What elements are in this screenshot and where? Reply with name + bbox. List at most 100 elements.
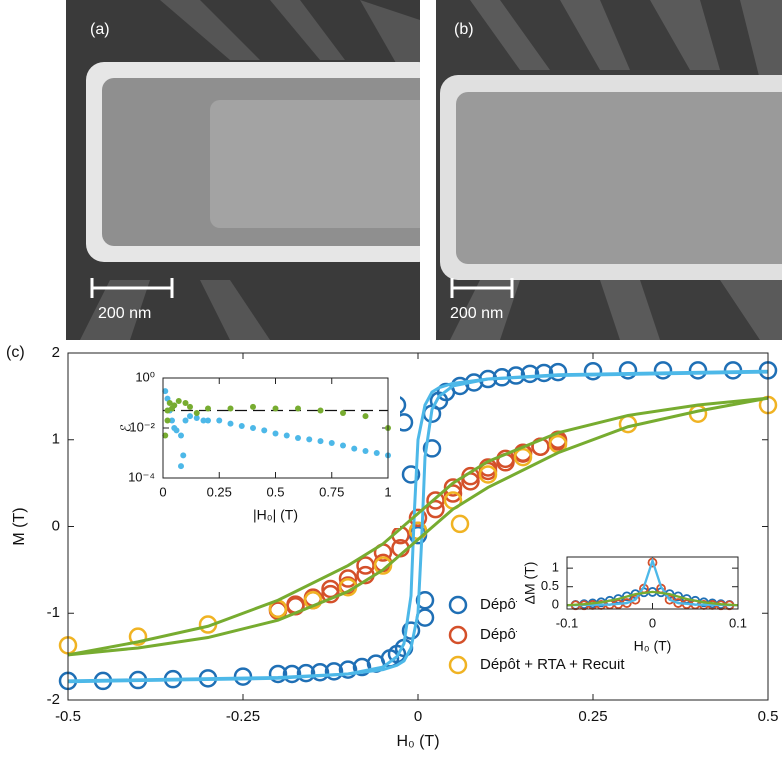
y-tick-label: -2 bbox=[47, 691, 60, 708]
data-dot bbox=[205, 417, 211, 424]
y-axis-label: ΔM (T) bbox=[522, 562, 538, 605]
data-marker bbox=[128, 627, 148, 646]
x-tick-label: 0.25 bbox=[207, 484, 232, 499]
sem-image-a bbox=[66, 0, 420, 340]
data-marker bbox=[664, 594, 675, 605]
panel-label: (c) bbox=[6, 344, 25, 361]
x-tick-label: 0.5 bbox=[758, 708, 779, 725]
scale-bar-label: 200 nm bbox=[450, 305, 503, 322]
data-dot bbox=[182, 400, 189, 406]
y-tick-label: 0 bbox=[52, 517, 60, 534]
y-axis-label: M (T) bbox=[11, 507, 28, 545]
data-dot bbox=[162, 432, 169, 439]
data-marker bbox=[296, 663, 316, 683]
x-tick-label: 0 bbox=[159, 484, 166, 499]
data-marker bbox=[338, 569, 358, 588]
sem-image-b bbox=[436, 0, 782, 340]
data-marker bbox=[520, 364, 540, 384]
x-tick-label: 1 bbox=[384, 484, 391, 499]
legend-marker bbox=[448, 655, 468, 675]
data-marker bbox=[401, 621, 421, 640]
data-marker bbox=[401, 465, 421, 484]
data-dot bbox=[227, 405, 234, 412]
data-marker bbox=[303, 590, 323, 610]
image-label: (a) bbox=[90, 21, 110, 38]
data-dot bbox=[317, 407, 324, 414]
data-dot bbox=[328, 440, 335, 447]
data-dot bbox=[362, 448, 369, 455]
data-dot bbox=[261, 427, 268, 434]
data-marker bbox=[478, 465, 498, 484]
data-dot bbox=[295, 434, 301, 441]
data-dot bbox=[362, 413, 369, 420]
fit-line bbox=[566, 557, 739, 607]
data-dot bbox=[193, 409, 200, 416]
data-marker bbox=[422, 439, 442, 458]
y-tick-label: 1 bbox=[552, 560, 559, 575]
data-dot bbox=[227, 420, 234, 427]
data-dot bbox=[205, 405, 211, 412]
data-dot bbox=[238, 423, 245, 430]
y-tick-label: -1 bbox=[47, 604, 60, 621]
x-tick-label: 0 bbox=[649, 615, 656, 630]
data-dot bbox=[169, 405, 175, 412]
data-dot bbox=[164, 407, 171, 414]
data-dot bbox=[306, 436, 313, 443]
y-axis-label: ℰ bbox=[118, 424, 134, 432]
legend-marker bbox=[448, 625, 468, 645]
x-axis-label: H₀ (T) bbox=[396, 733, 439, 750]
fit-line bbox=[67, 370, 769, 684]
data-dot bbox=[295, 405, 301, 412]
data-marker bbox=[688, 361, 708, 380]
data-marker bbox=[356, 556, 375, 575]
data-dot bbox=[250, 403, 256, 410]
data-marker bbox=[310, 662, 330, 682]
data-dot bbox=[373, 450, 380, 456]
image-label: (b) bbox=[454, 21, 474, 38]
fit-line bbox=[566, 590, 739, 607]
x-axis-label: |H₀| (T) bbox=[253, 507, 298, 523]
y-tick-label: 10⁻⁴ bbox=[128, 469, 155, 484]
data-dot bbox=[178, 463, 184, 470]
data-marker bbox=[534, 363, 554, 383]
data-dot bbox=[182, 417, 189, 424]
scale-bar-label: 200 nm bbox=[98, 305, 151, 322]
data-marker bbox=[443, 484, 463, 503]
y-tick-label: 10⁰ bbox=[135, 369, 155, 384]
data-dot bbox=[166, 400, 173, 406]
legend-label: Dépôt + RTA + Recuit bbox=[480, 656, 625, 673]
data-marker bbox=[373, 556, 393, 575]
data-marker bbox=[513, 447, 533, 467]
x-tick-label: 0.1 bbox=[729, 615, 747, 630]
data-dot bbox=[193, 415, 200, 422]
axes-frame bbox=[67, 352, 769, 701]
data-dot bbox=[162, 388, 169, 395]
y-tick-label: 2 bbox=[52, 344, 60, 361]
y-tick-label: 10⁻² bbox=[129, 419, 155, 434]
data-marker bbox=[653, 361, 673, 380]
fit-line bbox=[67, 396, 769, 657]
y-tick-label: 0 bbox=[552, 597, 559, 612]
data-marker bbox=[583, 361, 603, 381]
data-dot bbox=[250, 425, 256, 431]
x-tick-label: 0.25 bbox=[578, 708, 607, 725]
data-dot bbox=[340, 442, 346, 449]
x-axis-label: H₀ (T) bbox=[634, 638, 672, 654]
data-dot bbox=[173, 427, 180, 434]
data-dot bbox=[283, 432, 290, 439]
data-marker bbox=[426, 499, 445, 519]
data-dot bbox=[187, 403, 193, 410]
data-dot bbox=[272, 430, 279, 437]
x-tick-label: 0.5 bbox=[266, 484, 284, 499]
plot-area: -0.5 -0.25 0 0.25 0.5 -2 -1 0 1 2 H₀ (T) M (T) Dépôt… bbox=[11, 344, 778, 750]
data-dot bbox=[178, 432, 184, 439]
x-tick-label: -0.25 bbox=[226, 708, 260, 725]
data-marker bbox=[630, 594, 641, 605]
data-marker bbox=[415, 590, 435, 610]
data-dot bbox=[317, 438, 324, 445]
data-dot bbox=[272, 405, 279, 412]
data-dot bbox=[164, 417, 171, 424]
axes-frame bbox=[566, 556, 739, 610]
data-marker bbox=[426, 491, 445, 510]
